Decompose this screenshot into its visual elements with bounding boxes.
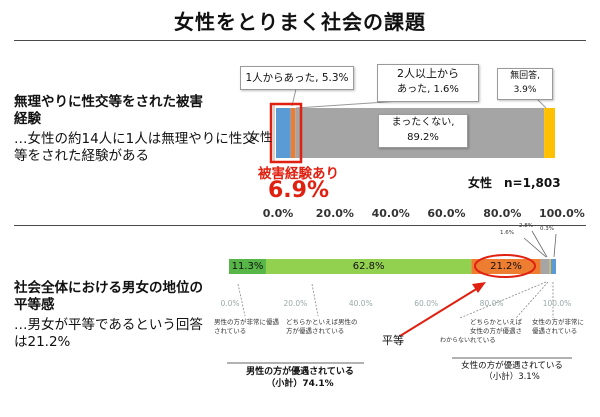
chart2-bar-2 xyxy=(265,259,472,274)
pointer-dontknow-note xyxy=(459,281,547,319)
chart2-small-value-1: 1.6% xyxy=(500,230,514,236)
note-dontknow: わからない xyxy=(440,337,471,344)
pointer-dontknow xyxy=(523,237,547,258)
women-subtotal-line1: 女性の方が優遇されている xyxy=(461,361,563,371)
note-men-much: 男性の方が非常に優遇されている xyxy=(214,318,279,335)
chart1-sample-size: 女性 n=1,803 xyxy=(468,176,561,190)
chart2-small-value-2: 2.8% xyxy=(519,223,533,229)
callout-multi-line1: 2人以上から xyxy=(397,67,459,80)
equal-arrowhead xyxy=(472,282,486,293)
chart2-bar-value-3: 21.2% xyxy=(490,261,522,272)
chart1-bar-1 xyxy=(276,108,291,158)
pointer-women-much xyxy=(553,233,557,258)
pointer-women-somewhat xyxy=(531,230,548,258)
chart2-tick-label: 60.0% xyxy=(414,299,439,308)
chart2-bar-value-1: 11.3% xyxy=(231,261,264,272)
chart2-tick-label: 100.0% xyxy=(542,299,572,308)
experience-highlight xyxy=(269,102,303,164)
chart1-bar-2 xyxy=(290,108,296,158)
callout-noanswer: 無回答, 3.9% xyxy=(497,68,553,100)
chart2-bar-1 xyxy=(229,259,266,274)
chart2-tick-label: 0.0% xyxy=(220,299,240,308)
women-subtotal-line2: （小計）3.1% xyxy=(484,372,540,382)
section-divider xyxy=(14,225,586,226)
experience-label: 被害経験あり xyxy=(258,166,339,182)
chart2-bar-4 xyxy=(540,259,550,274)
chart2-bar-3 xyxy=(471,259,541,274)
callout-none-line2: 89.2% xyxy=(407,132,439,143)
women-subtotal: 女性の方が優遇されている （小計）3.1% xyxy=(450,361,574,383)
callout-multi: 2人以上から あった, 1.6% xyxy=(377,64,479,102)
note-men-somewhat: どちらかといえば男性の方が優遇されている xyxy=(286,318,358,335)
chart1-tick-label: 40.0% xyxy=(371,207,410,220)
callout-none-line1: まったくない, xyxy=(391,117,455,128)
men-subtotal-line1: 男性の方が優遇されている xyxy=(246,367,354,377)
callout-none: まったくない, 89.2% xyxy=(378,114,468,148)
chart1-tick-label: 0.0% xyxy=(262,207,294,220)
section1-heading: 無理やりに性交等をされた被害経験 xyxy=(14,94,203,127)
men-subtotal-line2: （小計）74.1% xyxy=(266,379,334,389)
section2-body: …男女が平等であるという回答は21.2% xyxy=(14,317,203,350)
page-title: 女性をとりまく社会の課題 xyxy=(174,10,426,34)
section2-heading: 社会全体における男女の地位の平等感 xyxy=(14,280,203,313)
chart1-tick-label: 80.0% xyxy=(483,207,522,220)
callout-multi-line2: あった, 1.6% xyxy=(397,84,459,95)
section1-body: …女性の約14人に1人は無理やりに性交等をされた経験がある xyxy=(14,131,256,164)
chart2-bar-5 xyxy=(549,259,551,274)
men-subtotal: 男性の方が優遇されている （小計）74.1% xyxy=(230,366,370,390)
callout-once: 1人からあった, 5.3% xyxy=(240,66,354,90)
pointer-men-somewhat xyxy=(311,283,319,317)
note-equal: 平等 xyxy=(382,334,404,347)
equal-highlight xyxy=(474,254,536,278)
chart2-tick-label: 20.0% xyxy=(283,299,308,308)
experience-value: 6.9% xyxy=(268,178,330,203)
chart1-tick-label: 100.0% xyxy=(539,207,585,220)
chart1-tick-label: 60.0% xyxy=(427,207,466,220)
chart2-bar-value-2: 62.8% xyxy=(352,261,385,272)
pointer-women-somewhat-note xyxy=(515,281,549,319)
note-women-somewhat: どちらかといえば女性の方が優遇されている xyxy=(470,318,522,344)
callout3-pointer xyxy=(536,98,547,109)
chart1-row-label: 女性 xyxy=(248,130,273,144)
callout2-pointer xyxy=(295,100,401,109)
chart1-tick-label: 20.0% xyxy=(315,207,354,220)
chart2-bar-6 xyxy=(550,259,556,274)
pointer-men-much xyxy=(237,283,246,317)
chart1-bar-4 xyxy=(544,108,555,158)
chart2-tick-label: 40.0% xyxy=(348,299,373,308)
title-divider xyxy=(14,40,586,41)
callout-noanswer-line2: 3.9% xyxy=(513,85,537,95)
chart2-tick-label: 80.0% xyxy=(479,299,504,308)
callout-noanswer-line1: 無回答, xyxy=(510,71,540,81)
chart2-small-value-3: 0.3% xyxy=(540,226,554,232)
equal-arrow xyxy=(399,287,479,337)
note-women-much: 女性の方が非常に優遇されている xyxy=(532,318,584,335)
